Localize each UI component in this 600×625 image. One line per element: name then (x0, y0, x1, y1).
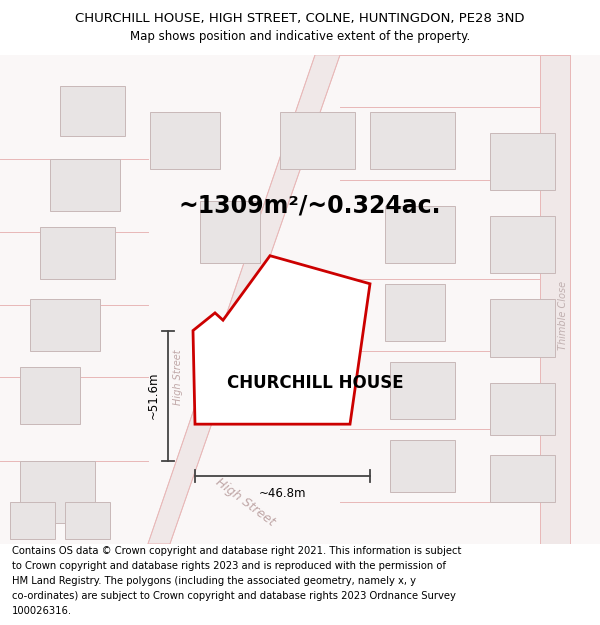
Text: HM Land Registry. The polygons (including the associated geometry, namely x, y: HM Land Registry. The polygons (includin… (12, 576, 416, 586)
Text: Map shows position and indicative extent of the property.: Map shows position and indicative extent… (130, 30, 470, 43)
Polygon shape (65, 502, 110, 539)
Polygon shape (60, 86, 125, 136)
Text: Thimble Close: Thimble Close (558, 281, 568, 349)
Text: CHURCHILL HOUSE, HIGH STREET, COLNE, HUNTINGDON, PE28 3ND: CHURCHILL HOUSE, HIGH STREET, COLNE, HUN… (75, 12, 525, 25)
Polygon shape (0, 55, 600, 544)
Polygon shape (385, 284, 445, 341)
Text: ~46.8m: ~46.8m (259, 486, 306, 499)
Text: ~51.6m: ~51.6m (147, 372, 160, 419)
Polygon shape (30, 299, 100, 351)
Text: co-ordinates) are subject to Crown copyright and database rights 2023 Ordnance S: co-ordinates) are subject to Crown copyr… (12, 591, 456, 601)
Polygon shape (490, 456, 555, 502)
Polygon shape (390, 362, 455, 419)
Text: ~1309m²/~0.324ac.: ~1309m²/~0.324ac. (179, 194, 441, 218)
Text: 100026316.: 100026316. (12, 606, 72, 616)
Polygon shape (390, 440, 455, 492)
Polygon shape (50, 159, 120, 211)
Polygon shape (193, 256, 370, 424)
Polygon shape (40, 227, 115, 279)
Polygon shape (20, 367, 80, 424)
Polygon shape (200, 201, 260, 263)
Polygon shape (148, 55, 340, 544)
Polygon shape (280, 112, 355, 169)
Polygon shape (150, 112, 220, 169)
Polygon shape (370, 112, 455, 169)
Text: to Crown copyright and database rights 2023 and is reproduced with the permissio: to Crown copyright and database rights 2… (12, 561, 446, 571)
Text: CHURCHILL HOUSE: CHURCHILL HOUSE (227, 374, 403, 392)
Polygon shape (20, 461, 95, 523)
Polygon shape (490, 216, 555, 273)
Text: Contains OS data © Crown copyright and database right 2021. This information is : Contains OS data © Crown copyright and d… (12, 546, 461, 556)
Polygon shape (490, 382, 555, 434)
Polygon shape (540, 55, 570, 544)
Text: High Street: High Street (213, 476, 277, 529)
Polygon shape (490, 133, 555, 190)
Polygon shape (490, 299, 555, 357)
Polygon shape (10, 502, 55, 539)
Polygon shape (385, 206, 455, 263)
Text: High Street: High Street (173, 349, 183, 405)
Polygon shape (210, 326, 250, 378)
